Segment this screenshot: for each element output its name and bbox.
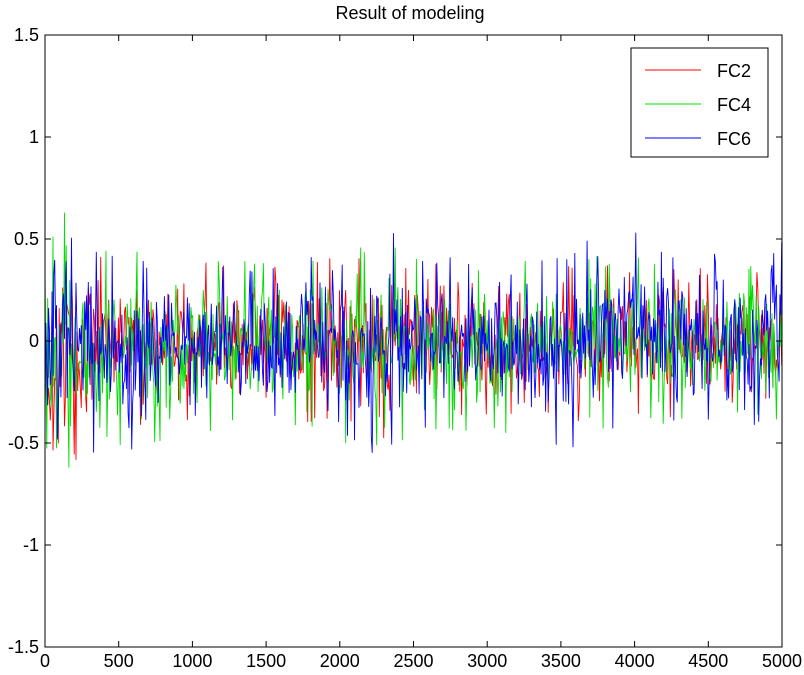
y-tick-label: -1 [23, 535, 39, 555]
legend: FC2 FC4 FC6 [630, 47, 769, 158]
x-tick-label: 2500 [393, 651, 433, 671]
legend-box [630, 47, 769, 158]
x-tick-label: 500 [104, 651, 134, 671]
x-tick-label: 1500 [246, 651, 286, 671]
x-axis-ticks: 0 500 1000 1500 2000 2500 3000 3500 4000 4500 5000 [40, 35, 802, 671]
legend-label-fc6: FC6 [717, 129, 751, 149]
y-tick-label: -0.5 [8, 433, 39, 453]
x-tick-label: 5000 [762, 651, 802, 671]
x-tick-label: 3000 [467, 651, 507, 671]
x-tick-label: 1000 [172, 651, 212, 671]
chart-title: Result of modeling [335, 3, 484, 23]
x-tick-label: 4000 [615, 651, 655, 671]
series-line-fc6 [44, 232, 783, 453]
y-tick-label: 0.5 [14, 229, 39, 249]
x-tick-label: 3500 [541, 651, 581, 671]
y-tick-label: -1.5 [8, 637, 39, 657]
legend-label-fc4: FC4 [717, 95, 751, 115]
y-tick-label: 1.5 [14, 25, 39, 45]
x-tick-label: 4500 [688, 651, 728, 671]
series-line-fc2 [44, 256, 783, 460]
y-tick-label: 0 [29, 331, 39, 351]
legend-label-fc2: FC2 [717, 61, 751, 81]
series-lines [44, 212, 783, 468]
x-tick-label: 0 [40, 651, 50, 671]
y-axis-ticks: -1.5 -1 -0.5 0 0.5 1 1.5 [8, 25, 782, 657]
x-tick-label: 2000 [320, 651, 360, 671]
y-tick-label: 1 [29, 127, 39, 147]
